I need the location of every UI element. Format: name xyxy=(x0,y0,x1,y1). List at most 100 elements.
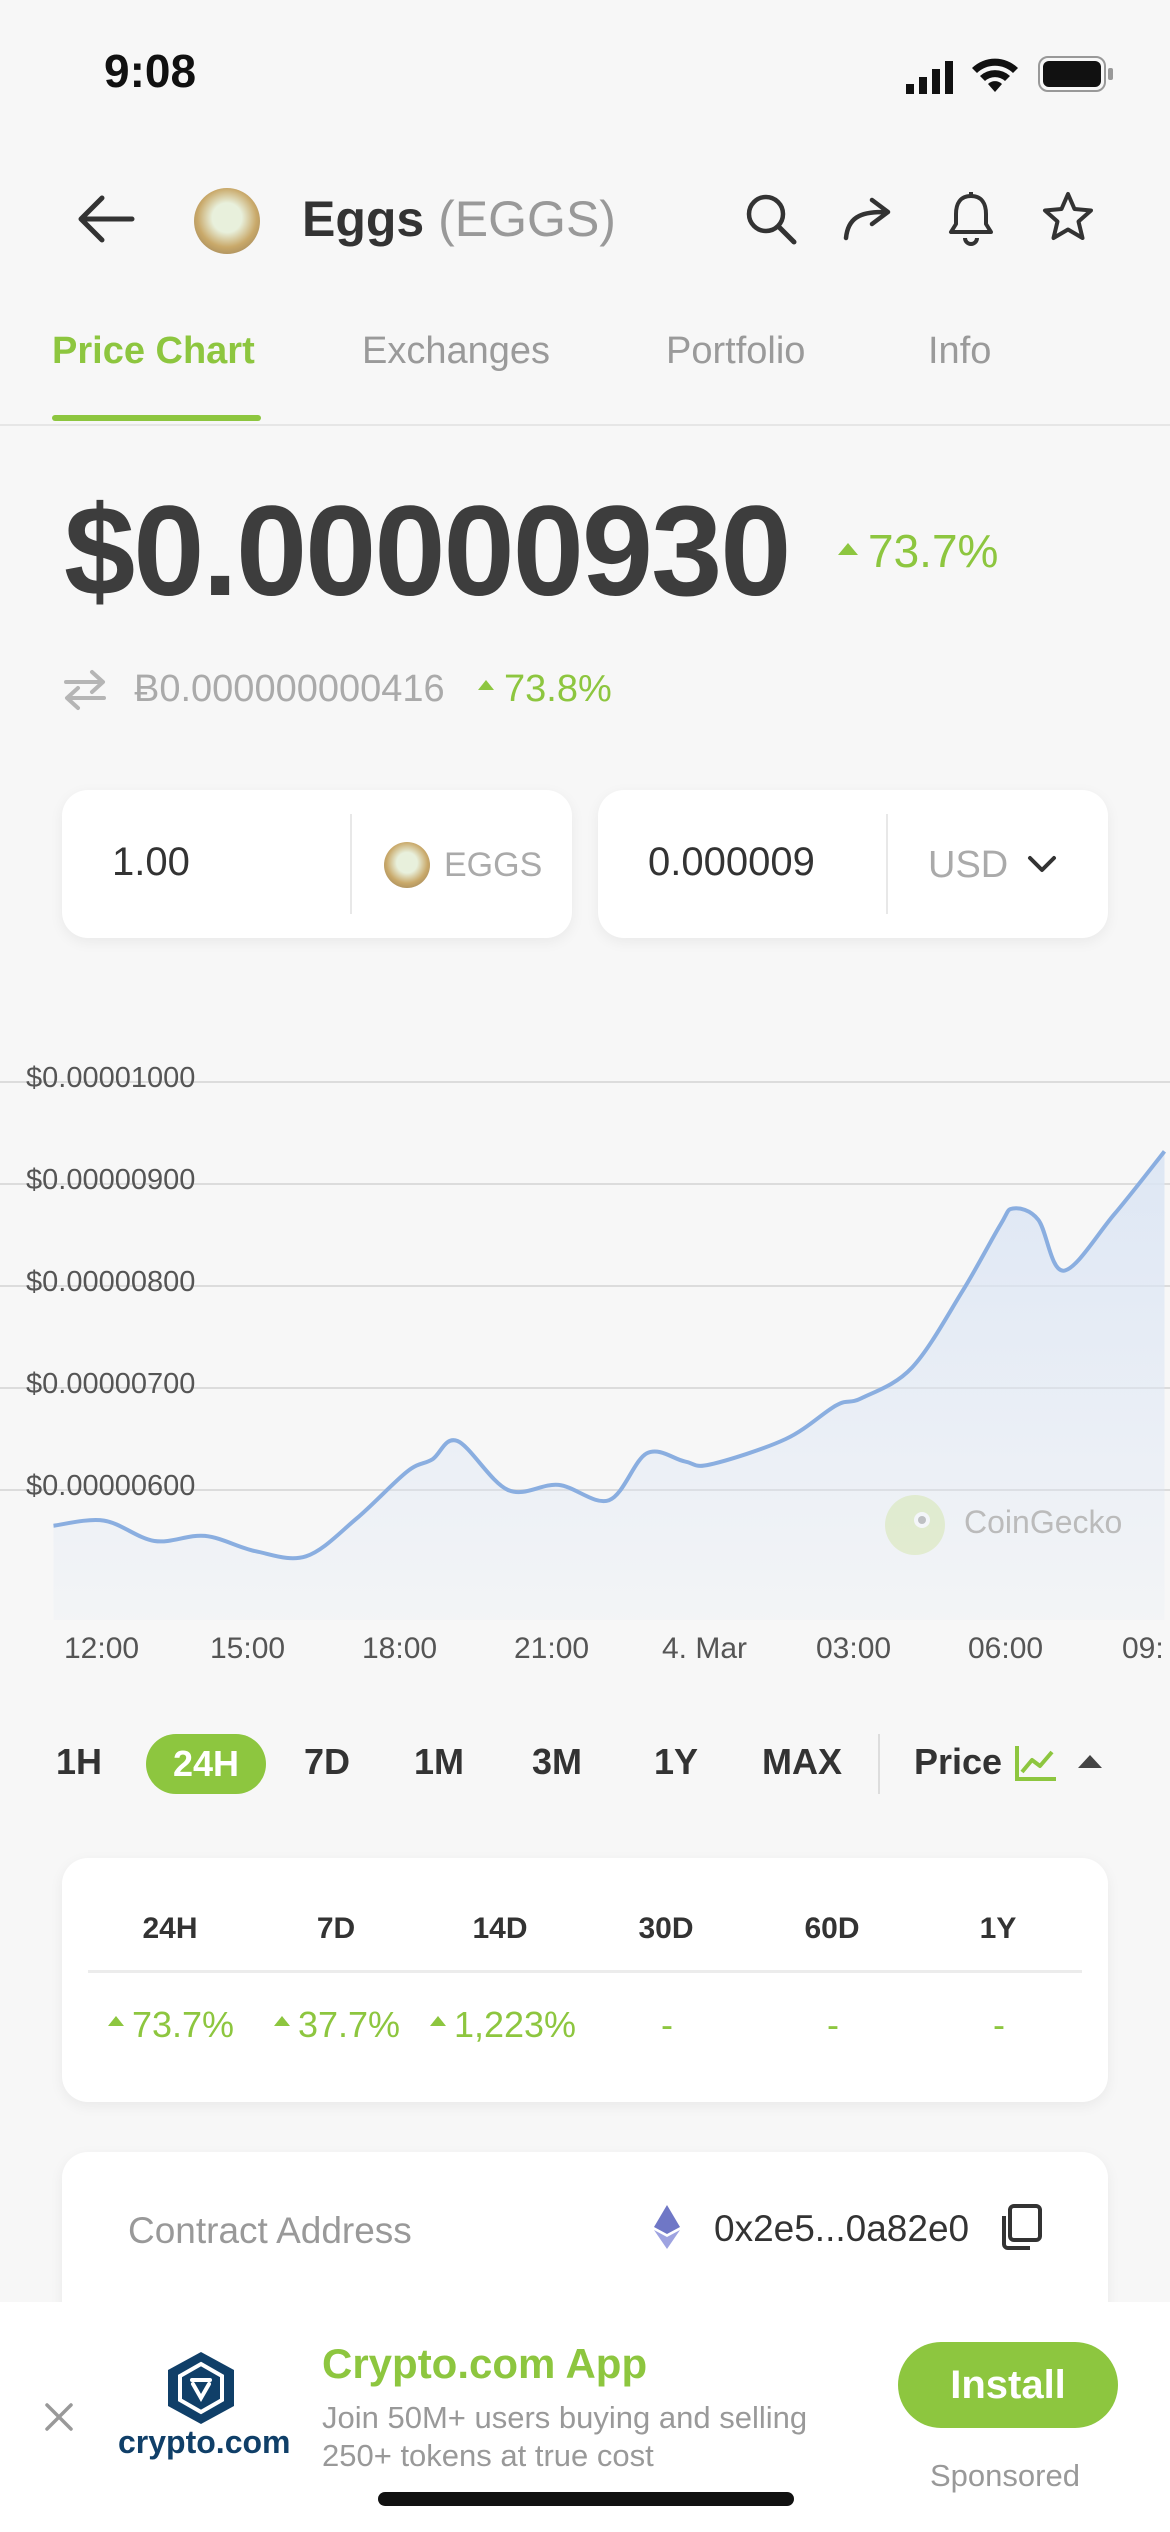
range-3m[interactable]: 3M xyxy=(532,1741,583,1782)
chart-trend-icon[interactable] xyxy=(1014,1744,1058,1787)
swap-arrows-icon[interactable] xyxy=(62,668,108,717)
tab-exchanges[interactable]: Exchanges xyxy=(362,330,551,372)
contract-label: Contract Address xyxy=(128,2210,412,2251)
wifi-icon xyxy=(970,56,1020,99)
perf-header-1y: 1Y xyxy=(979,1912,1017,1945)
perf-7d-text: 37.7% xyxy=(297,2004,401,2045)
install-button[interactable]: Install xyxy=(898,2342,1118,2428)
currency-select[interactable]: USD xyxy=(928,844,1009,886)
price-change-24h: 73.7% xyxy=(838,524,998,578)
range-24h[interactable]: 24H xyxy=(146,1734,266,1794)
crypto-com-logo xyxy=(166,2350,236,2431)
up-arrow-icon xyxy=(478,679,494,690)
x-tick-label: 21:00 xyxy=(514,1632,590,1665)
tab-price-chart[interactable]: Price Chart xyxy=(52,330,255,372)
coingecko-watermark xyxy=(884,1494,946,1561)
star-icon[interactable] xyxy=(1040,190,1096,244)
coin-title: Eggs (EGGS) xyxy=(302,190,616,248)
price-chart-svg xyxy=(0,1081,1170,1620)
x-tick-label: 09: xyxy=(1122,1632,1164,1665)
divider xyxy=(886,814,888,914)
perf-value-30d: - xyxy=(661,2004,673,2045)
back-arrow-icon[interactable] xyxy=(76,194,136,244)
close-icon[interactable] xyxy=(44,2402,74,2437)
sponsored-label: Sponsored xyxy=(930,2458,1080,2493)
range-7d[interactable]: 7D xyxy=(304,1741,351,1782)
tab-portfolio[interactable]: Portfolio xyxy=(666,330,806,372)
btc-change: 73.8% xyxy=(478,668,612,711)
coin-name: Eggs xyxy=(302,191,425,247)
price-chart[interactable] xyxy=(0,1040,1170,1620)
coin-logo xyxy=(194,188,260,254)
home-indicator xyxy=(378,2492,794,2506)
btc-change-value: 73.8% xyxy=(504,668,612,710)
converter-to-card: 0.000009 USD xyxy=(598,790,1108,938)
perf-header-14d: 14D xyxy=(472,1912,528,1945)
y-tick-label: $0.00000800 xyxy=(26,1266,196,1298)
y-tick-label: $0.00000700 xyxy=(26,1368,196,1400)
perf-14d-text: 1,223% xyxy=(453,2004,577,2045)
table-divider xyxy=(88,1970,1082,1973)
tabs-divider xyxy=(0,424,1170,426)
up-arrow-icon xyxy=(107,2016,124,2027)
tab-info[interactable]: Info xyxy=(928,330,992,372)
y-tick-label: $0.00000600 xyxy=(26,1470,196,1502)
tab-active-indicator xyxy=(52,415,261,421)
y-tick-label: $0.00001000 xyxy=(26,1062,196,1094)
chevron-down-icon[interactable] xyxy=(1026,852,1058,881)
price-area xyxy=(53,1151,1165,1620)
performance-card xyxy=(62,1858,1108,2102)
eggs-coin-icon xyxy=(384,842,430,888)
perf-header-60d: 60D xyxy=(804,1912,860,1945)
ethereum-icon xyxy=(652,2204,682,2255)
x-tick-label: 18:00 xyxy=(362,1632,438,1665)
range-divider xyxy=(878,1734,880,1794)
range-1h[interactable]: 1H xyxy=(56,1741,103,1782)
price-change-value: 73.7% xyxy=(868,525,999,577)
battery-icon xyxy=(1038,56,1114,97)
up-arrow-icon xyxy=(838,542,858,555)
ad-title: Crypto.com App xyxy=(322,2340,648,2387)
price-usd: $0.00000930 xyxy=(64,480,791,623)
signal-icon xyxy=(906,60,956,99)
watermark-text: CoinGecko xyxy=(964,1504,1123,1540)
x-tick-label: 15:00 xyxy=(210,1632,286,1665)
amount-input[interactable]: 1.00 xyxy=(112,840,190,884)
converted-value[interactable]: 0.000009 xyxy=(648,840,815,884)
price-btc: Ƀ0.000000000416 xyxy=(134,668,445,710)
range-1y[interactable]: 1Y xyxy=(654,1741,699,1782)
coin-symbol: (EGGS) xyxy=(438,191,616,247)
up-arrow-icon xyxy=(429,2016,446,2027)
share-icon[interactable] xyxy=(842,196,898,242)
bell-icon[interactable] xyxy=(946,190,996,246)
perf-header-24h: 24H xyxy=(142,1912,198,1945)
x-tick-label: 03:00 xyxy=(816,1632,892,1665)
ad-brand: crypto.com xyxy=(118,2424,291,2460)
perf-value-24h: 73.7% xyxy=(86,2004,256,2046)
caret-up-icon[interactable] xyxy=(1076,1752,1104,1775)
status-time: 9:08 xyxy=(104,45,197,97)
x-tick-label: 06:00 xyxy=(968,1632,1044,1665)
perf-value-60d: - xyxy=(827,2004,839,2045)
perf-value-1y: - xyxy=(993,2004,1005,2045)
copy-icon[interactable] xyxy=(996,2202,1046,2257)
divider xyxy=(350,814,352,914)
ad-line2: 250+ tokens at true cost xyxy=(322,2438,654,2473)
up-arrow-icon xyxy=(273,2016,290,2027)
perf-header-7d: 7D xyxy=(316,1912,356,1945)
y-tick-label: $0.00000900 xyxy=(26,1164,196,1196)
x-tick-label: 12:00 xyxy=(64,1632,140,1665)
converter-from-card: 1.00 EGGS xyxy=(62,790,572,938)
perf-value-14d: 1,223% xyxy=(418,2004,588,2046)
price-line xyxy=(53,1150,1167,1561)
from-unit: EGGS xyxy=(444,846,543,884)
x-tick-label: 4. Mar xyxy=(662,1632,748,1665)
perf-value-7d: 37.7% xyxy=(252,2004,422,2046)
contract-address[interactable]: 0x2e5...0a82e0 xyxy=(714,2208,970,2249)
search-icon[interactable] xyxy=(744,192,798,246)
range-1m[interactable]: 1M xyxy=(414,1741,465,1782)
chart-mode-label[interactable]: Price xyxy=(914,1741,1003,1782)
ad-line1: Join 50M+ users buying and selling xyxy=(322,2400,808,2435)
range-max[interactable]: MAX xyxy=(762,1741,842,1782)
perf-header-30d: 30D xyxy=(638,1912,694,1945)
